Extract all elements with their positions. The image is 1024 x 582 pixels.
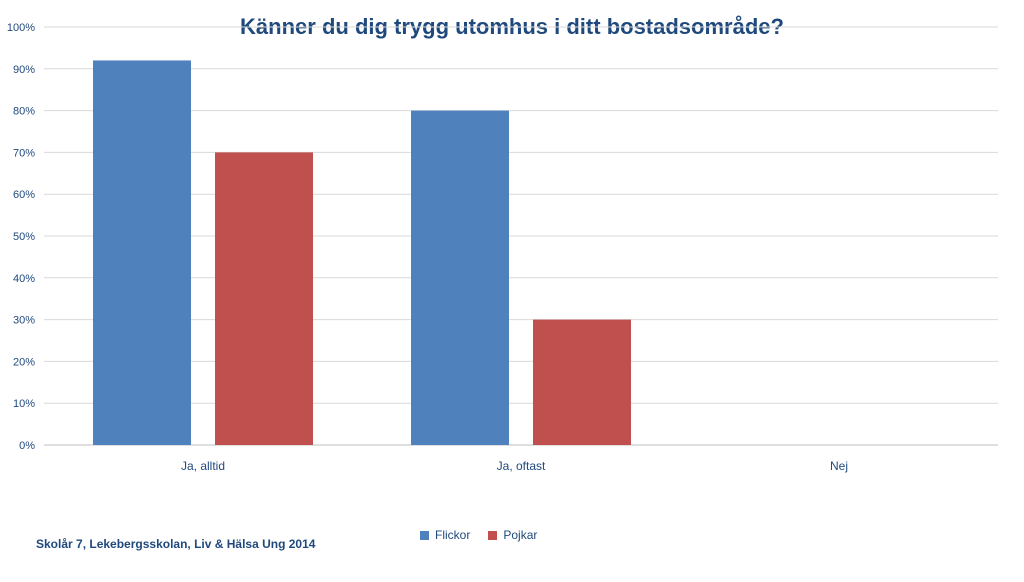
x-tick-label: Ja, oftast xyxy=(497,459,546,473)
grid-lines xyxy=(44,26,998,446)
legend-item-pojkar: Pojkar xyxy=(488,528,537,542)
bar-flickor-1 xyxy=(411,110,509,445)
y-tick-label: 50% xyxy=(13,231,35,243)
y-tick-label: 0% xyxy=(19,440,35,452)
legend-swatch-pojkar xyxy=(488,530,498,540)
x-tick-label: Nej xyxy=(830,459,848,473)
y-tick-label: 60% xyxy=(13,189,35,201)
legend-item-flickor: Flickor xyxy=(420,528,470,542)
y-tick-label: 40% xyxy=(13,273,35,285)
y-tick-label: 30% xyxy=(13,315,35,327)
legend-label-pojkar: Pojkar xyxy=(503,528,538,542)
y-tick-label: 70% xyxy=(13,147,35,159)
footer-note: Skolår 7, Lekebergsskolan, Liv & Hälsa U… xyxy=(36,537,316,551)
y-tick-label: 80% xyxy=(13,106,35,118)
bar-pojkar-1 xyxy=(533,319,631,445)
bar-flickor-0 xyxy=(93,60,191,445)
bar-pojkar-0 xyxy=(215,152,313,445)
y-tick-label: 100% xyxy=(7,22,35,34)
x-axis-ticks: Ja, alltid Ja, oftast Nej xyxy=(181,459,848,473)
y-tick-label: 20% xyxy=(13,356,35,368)
legend-label-flickor: Flickor xyxy=(435,528,471,542)
y-tick-label: 10% xyxy=(13,398,35,410)
legend-swatch-flickor xyxy=(420,530,429,540)
bars xyxy=(93,60,631,445)
x-tick-label: Ja, alltid xyxy=(181,459,225,473)
y-tick-label: 90% xyxy=(13,64,35,76)
legend: Flickor Pojkar xyxy=(420,528,537,542)
y-axis-ticks: 0% 10% 20% 30% 40% 50% 60% 70% 80% 90% 100% xyxy=(7,22,35,452)
